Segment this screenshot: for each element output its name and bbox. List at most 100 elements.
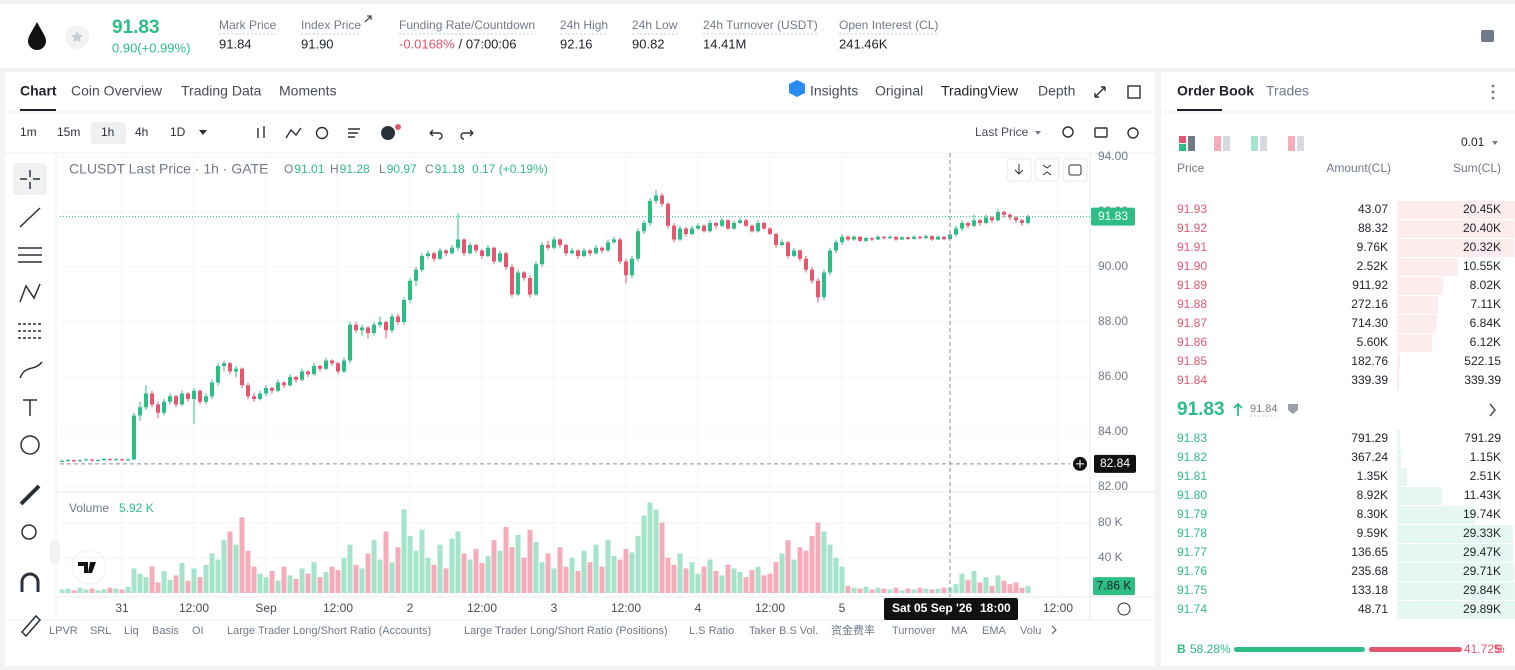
settings-icon[interactable]: [1127, 127, 1139, 139]
book-price[interactable]: 91.84: [1177, 373, 1207, 387]
view-tab[interactable]: Original: [875, 83, 923, 99]
book-price[interactable]: 91.85: [1177, 354, 1207, 368]
axis-settings[interactable]: [1117, 602, 1131, 616]
indicator-icon[interactable]: [285, 127, 302, 139]
indicator-tab[interactable]: OI: [192, 625, 204, 637]
depth-bar: [1397, 601, 1515, 619]
indicator-tab[interactable]: Large Trader Long/Short Ratio (Accounts): [227, 625, 431, 637]
book-price[interactable]: 91.88: [1177, 297, 1207, 311]
volume-bar: [161, 571, 167, 593]
add-indicator-button[interactable]: [381, 126, 395, 140]
price-type[interactable]: Last Price: [975, 125, 1029, 139]
chart-tab[interactable]: Chart: [20, 83, 57, 99]
indicator-tab[interactable]: 资金费率: [831, 623, 875, 637]
book-price[interactable]: 91.81: [1177, 469, 1207, 483]
interval[interactable]: 1h: [101, 125, 114, 139]
precision[interactable]: 0.01: [1461, 135, 1485, 149]
volume-bar: [623, 549, 629, 593]
collapse-handle[interactable]: [50, 540, 60, 564]
indicator-tab[interactable]: Large Trader Long/Short Ratio (Positions…: [464, 625, 668, 637]
candle-body: [600, 247, 604, 251]
text-tool[interactable]: [23, 399, 37, 416]
view-tab[interactable]: Insights: [810, 83, 858, 99]
replay-icon[interactable]: [315, 126, 329, 140]
chart-tab[interactable]: Moments: [279, 83, 337, 99]
view-tab[interactable]: TradingView: [941, 83, 1019, 99]
undo-icon[interactable]: [429, 129, 443, 140]
indicator-tab[interactable]: Volu: [1020, 625, 1041, 637]
book-price[interactable]: 91.90: [1177, 259, 1207, 273]
chart-tab[interactable]: Trading Data: [181, 83, 262, 99]
volume-bar: [485, 556, 491, 593]
book-price[interactable]: 91.75: [1177, 583, 1207, 597]
zoom-tool[interactable]: [21, 524, 37, 540]
book-price[interactable]: 91.93: [1177, 202, 1207, 216]
indicator-tab[interactable]: MA: [951, 625, 968, 637]
candle-body: [504, 253, 508, 267]
interval[interactable]: 15m: [57, 125, 80, 139]
maximize-button[interactable]: [1062, 158, 1088, 182]
chevron[interactable]: [1489, 403, 1496, 417]
book-price[interactable]: 91.92: [1177, 221, 1207, 235]
window-icon[interactable]: [1127, 85, 1141, 99]
book-price[interactable]: 91.87: [1177, 316, 1207, 330]
indicator-tab[interactable]: Basis: [152, 625, 179, 637]
indicator-tab[interactable]: L.S Ratio: [689, 625, 734, 637]
book-price[interactable]: 91.78: [1177, 526, 1207, 540]
dropdown-arrow[interactable]: [1492, 141, 1498, 145]
book-price[interactable]: 91.74: [1177, 602, 1207, 616]
collapse-button[interactable]: [1034, 158, 1060, 182]
brush-tool[interactable]: [19, 361, 43, 379]
indicator-tab[interactable]: EMA: [982, 625, 1007, 637]
book-tab[interactable]: Order Book: [1177, 83, 1254, 99]
indicator-tab[interactable]: LPVR: [49, 625, 78, 637]
candle-type-icon[interactable]: [257, 126, 265, 138]
volume-bar: [737, 571, 743, 593]
book-price[interactable]: 91.83: [1177, 431, 1207, 445]
expand-icon[interactable]: [1094, 86, 1106, 98]
chart-tab[interactable]: Coin Overview: [71, 83, 163, 99]
pattern-tool[interactable]: [19, 283, 41, 303]
candle-body: [408, 280, 412, 300]
line-tool[interactable]: [19, 207, 41, 228]
book-price[interactable]: 91.79: [1177, 507, 1207, 521]
measure-tool[interactable]: [19, 484, 41, 506]
indicator-tab[interactable]: Turnover: [892, 625, 936, 637]
interval[interactable]: 1m: [20, 125, 37, 139]
book-price[interactable]: 91.80: [1177, 488, 1207, 502]
external-link-icon[interactable]: [364, 15, 372, 23]
book-price[interactable]: 91.76: [1177, 564, 1207, 578]
indicator-tab[interactable]: Taker B.S Vol.: [749, 625, 818, 637]
view-tab[interactable]: Depth: [1038, 83, 1075, 99]
book-icon[interactable]: [1481, 30, 1494, 42]
fib-tool[interactable]: [18, 247, 42, 263]
candle-body: [948, 234, 952, 240]
redo-icon[interactable]: [460, 129, 474, 140]
book-price[interactable]: 91.86: [1177, 335, 1207, 349]
volume-bar: [365, 553, 371, 593]
eraser-tool[interactable]: [20, 614, 42, 638]
book-price[interactable]: 91.82: [1177, 450, 1207, 464]
book-price[interactable]: 91.77: [1177, 545, 1207, 559]
indicator-tab[interactable]: Liq: [124, 625, 139, 637]
volume-bar: [773, 562, 779, 593]
emoji-tool[interactable]: [20, 435, 40, 455]
book-price[interactable]: 91.89: [1177, 278, 1207, 292]
template-icon[interactable]: [348, 128, 360, 138]
candle-body: [954, 228, 958, 235]
magnet-tool[interactable]: [20, 572, 40, 592]
search-icon[interactable]: [1062, 126, 1074, 138]
interval[interactable]: 1D: [170, 125, 186, 139]
volume-bar: [299, 568, 305, 593]
book-price[interactable]: 91.91: [1177, 240, 1207, 254]
menu-dots[interactable]: [1491, 84, 1495, 100]
dropdown-arrow[interactable]: [1035, 131, 1041, 135]
screenshot-icon[interactable]: [1094, 127, 1108, 138]
crosshair-tool[interactable]: [20, 170, 40, 189]
book-tab[interactable]: Trades: [1266, 83, 1309, 99]
dropdown-arrow[interactable]: [199, 130, 207, 135]
indicator-tab[interactable]: SRL: [90, 625, 111, 637]
interval[interactable]: 4h: [135, 125, 148, 139]
projection-tool[interactable]: [18, 323, 42, 339]
more-arrow[interactable]: [1051, 625, 1057, 635]
